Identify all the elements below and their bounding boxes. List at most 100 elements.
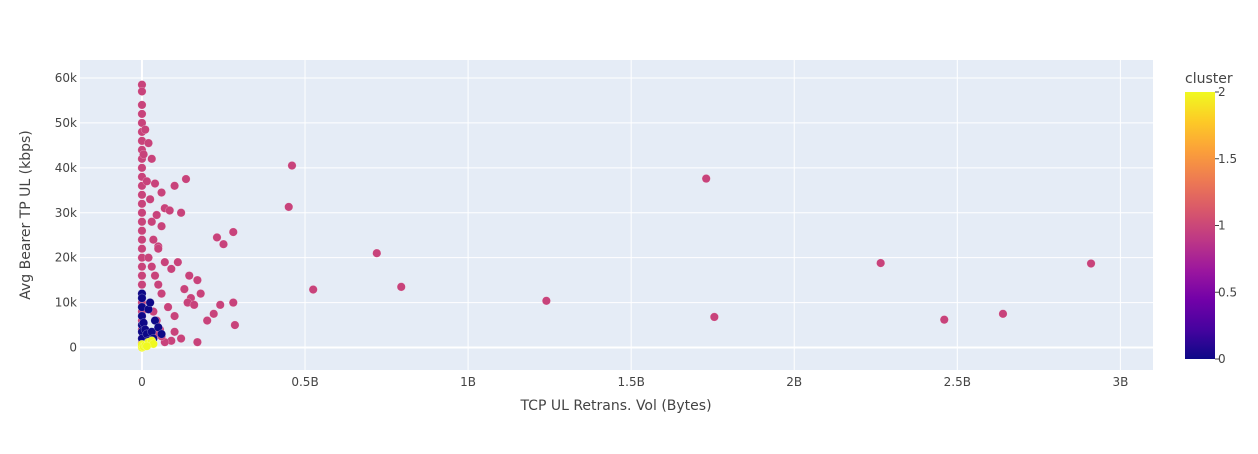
data-point-cluster-1[interactable] bbox=[137, 262, 147, 271]
data-point-cluster-1[interactable] bbox=[189, 300, 199, 310]
data-point-cluster-1[interactable] bbox=[308, 285, 318, 294]
data-point-cluster-1[interactable] bbox=[542, 296, 551, 306]
data-point-cluster-1[interactable] bbox=[939, 315, 949, 324]
colorbar-tick-label: 1.5 bbox=[1218, 152, 1237, 166]
data-point-cluster-1[interactable] bbox=[170, 181, 179, 191]
data-point-cluster-1[interactable] bbox=[147, 217, 157, 227]
data-point-cluster-1[interactable] bbox=[167, 264, 176, 274]
data-point-cluster-1[interactable] bbox=[1086, 259, 1096, 268]
x-axis-ticks: 0 0.5B 1B 1.5B 2B 2.5B 3B bbox=[138, 375, 1128, 389]
data-point-cluster-1[interactable] bbox=[163, 302, 173, 312]
data-point-cluster-1[interactable] bbox=[150, 179, 160, 188]
data-point-cluster-1[interactable] bbox=[137, 163, 147, 173]
colorbar-gradient bbox=[1185, 92, 1215, 359]
data-point-cluster-2[interactable] bbox=[142, 341, 152, 351]
data-point-cluster-1[interactable] bbox=[170, 311, 179, 321]
data-point-cluster-1[interactable] bbox=[176, 334, 186, 343]
x-tick-label: 0.5B bbox=[291, 375, 318, 389]
data-point-cluster-1[interactable] bbox=[710, 312, 719, 322]
colorbar-tick-label: 1 bbox=[1218, 219, 1226, 233]
data-point-cluster-1[interactable] bbox=[137, 244, 147, 253]
y-tick-label: 40k bbox=[55, 161, 77, 175]
data-point-cluster-1[interactable] bbox=[150, 271, 160, 280]
data-point-cluster-1[interactable] bbox=[284, 202, 294, 212]
data-point-cluster-1[interactable] bbox=[196, 289, 205, 298]
data-point-cluster-1[interactable] bbox=[396, 282, 406, 292]
data-point-cluster-1[interactable] bbox=[145, 194, 155, 204]
data-point-cluster-1[interactable] bbox=[212, 233, 222, 242]
data-point-cluster-1[interactable] bbox=[137, 190, 147, 200]
data-point-cluster-1[interactable] bbox=[209, 309, 219, 319]
data-point-cluster-0[interactable] bbox=[137, 293, 147, 303]
data-point-cluster-1[interactable] bbox=[144, 138, 153, 148]
data-point-cluster-1[interactable] bbox=[152, 210, 161, 220]
data-point-cluster-1[interactable] bbox=[137, 235, 147, 245]
data-point-cluster-1[interactable] bbox=[202, 316, 212, 325]
data-point-cluster-1[interactable] bbox=[228, 227, 238, 237]
data-point-cluster-1[interactable] bbox=[157, 188, 166, 197]
data-point-cluster-1[interactable] bbox=[137, 217, 147, 227]
data-point-cluster-1[interactable] bbox=[157, 289, 166, 298]
data-point-cluster-1[interactable] bbox=[701, 174, 711, 183]
data-point-cluster-1[interactable] bbox=[193, 337, 202, 347]
data-point-cluster-1[interactable] bbox=[219, 239, 228, 249]
x-axis-label: TCP UL Retrans. Vol (Bytes) bbox=[519, 398, 711, 414]
data-point-cluster-1[interactable] bbox=[137, 271, 147, 280]
data-points[interactable] bbox=[137, 80, 1096, 352]
data-point-cluster-0[interactable] bbox=[145, 298, 155, 307]
data-point-cluster-1[interactable] bbox=[147, 262, 157, 271]
data-point-cluster-1[interactable] bbox=[160, 257, 170, 267]
y-tick-label: 60k bbox=[55, 71, 77, 85]
gridlines bbox=[80, 60, 1153, 370]
data-point-cluster-1[interactable] bbox=[998, 309, 1008, 319]
data-point-cluster-1[interactable] bbox=[137, 109, 147, 119]
x-tick-label: 1.5B bbox=[618, 375, 645, 389]
data-point-cluster-1[interactable] bbox=[230, 320, 240, 330]
plot-background bbox=[80, 60, 1153, 370]
data-point-cluster-1[interactable] bbox=[137, 199, 147, 209]
colorbar-title: cluster bbox=[1185, 71, 1233, 87]
colorbar-tick-label: 0 bbox=[1218, 352, 1226, 366]
data-point-cluster-1[interactable] bbox=[176, 208, 186, 218]
x-tick-label: 1B bbox=[460, 375, 476, 389]
data-point-cluster-1[interactable] bbox=[137, 280, 147, 289]
data-point-cluster-1[interactable] bbox=[137, 87, 147, 96]
data-point-cluster-1[interactable] bbox=[215, 300, 225, 310]
data-point-cluster-1[interactable] bbox=[137, 208, 147, 218]
data-point-cluster-1[interactable] bbox=[157, 221, 166, 231]
y-axis-ticks: 0 10k 20k 30k 40k 50k 60k bbox=[55, 71, 77, 355]
data-point-cluster-1[interactable] bbox=[165, 206, 174, 215]
data-point-cluster-1[interactable] bbox=[173, 257, 183, 267]
data-point-cluster-1[interactable] bbox=[147, 154, 157, 164]
data-point-cluster-1[interactable] bbox=[153, 244, 163, 253]
y-tick-label: 10k bbox=[55, 296, 77, 310]
data-point-cluster-1[interactable] bbox=[372, 248, 382, 258]
data-point-cluster-1[interactable] bbox=[137, 226, 147, 236]
colorbar-tick-label: 0.5 bbox=[1218, 285, 1237, 299]
data-point-cluster-1[interactable] bbox=[181, 174, 191, 184]
data-point-cluster-1[interactable] bbox=[153, 280, 163, 289]
data-point-cluster-1[interactable] bbox=[180, 284, 189, 294]
data-point-cluster-1[interactable] bbox=[140, 125, 150, 134]
data-point-cluster-1[interactable] bbox=[139, 150, 148, 159]
x-tick-label: 0 bbox=[138, 375, 146, 389]
data-point-cluster-1[interactable] bbox=[228, 298, 238, 307]
y-tick-label: 20k bbox=[55, 251, 77, 265]
data-point-cluster-0[interactable] bbox=[157, 329, 166, 339]
data-point-cluster-1[interactable] bbox=[287, 161, 297, 170]
data-point-cluster-1[interactable] bbox=[170, 327, 179, 337]
data-point-cluster-1[interactable] bbox=[184, 271, 194, 280]
data-point-cluster-1[interactable] bbox=[149, 235, 158, 245]
y-tick-label: 0 bbox=[69, 341, 77, 355]
data-point-cluster-1[interactable] bbox=[876, 258, 885, 268]
y-tick-label: 30k bbox=[55, 206, 77, 220]
data-point-cluster-1[interactable] bbox=[144, 253, 153, 262]
data-point-cluster-1[interactable] bbox=[137, 100, 147, 110]
data-point-cluster-1[interactable] bbox=[142, 177, 152, 186]
y-axis-label: Avg Bearer TP UL (kbps) bbox=[18, 130, 34, 299]
x-tick-label: 2.5B bbox=[944, 375, 971, 389]
data-point-cluster-1[interactable] bbox=[193, 275, 202, 285]
colorbar-tick-label: 2 bbox=[1218, 85, 1226, 99]
x-tick-label: 2B bbox=[786, 375, 802, 389]
